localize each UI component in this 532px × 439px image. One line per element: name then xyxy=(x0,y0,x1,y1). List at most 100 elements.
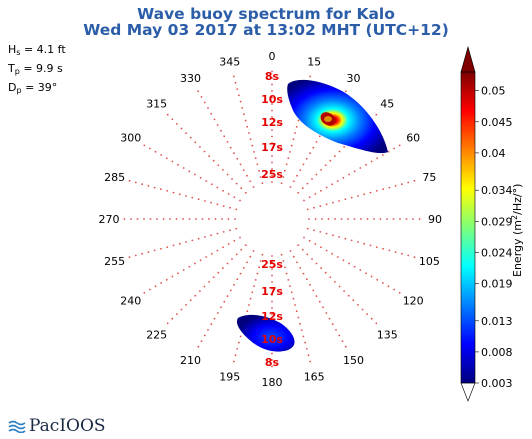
direction-line-dot xyxy=(233,283,235,286)
direction-line-dot xyxy=(376,157,379,160)
direction-line-dot xyxy=(315,173,318,176)
direction-line-dot xyxy=(338,334,341,337)
direction-line-dot xyxy=(296,261,298,264)
direction-line-dot xyxy=(382,154,384,156)
direction-line-dot xyxy=(234,81,237,84)
direction-line-dot xyxy=(271,365,273,368)
chart-title-line1: Wave buoy spectrum for Kalo xyxy=(137,5,395,23)
direction-line-dot xyxy=(240,187,243,190)
direction-line-dot xyxy=(387,285,390,288)
direction-line-dot xyxy=(207,107,209,109)
direction-line-dot xyxy=(287,157,290,160)
direction-line-dot xyxy=(194,262,196,265)
colorbar-frame xyxy=(460,71,476,384)
direction-line-dot xyxy=(229,146,232,149)
period-label-8s-south: 8s xyxy=(265,356,280,369)
direction-line-dot xyxy=(379,218,382,220)
direction-line-dot xyxy=(271,122,273,125)
direction-line-dot xyxy=(208,281,211,283)
direction-line-dot xyxy=(312,146,315,149)
direction-line-dot xyxy=(169,218,171,220)
direction-line-dot xyxy=(162,218,165,220)
direction-line-dot xyxy=(200,96,203,98)
direction-line-dot xyxy=(401,252,403,255)
direction-line-dot xyxy=(290,291,293,294)
direction-line-dot xyxy=(329,159,332,162)
direction-line-dot xyxy=(259,176,262,178)
colorbar-tick-label: 0.019 xyxy=(481,278,513,291)
direction-line-dot xyxy=(154,150,157,153)
direction-line-dot xyxy=(242,169,245,172)
direction-line-dot xyxy=(239,236,241,239)
direction-line-dot xyxy=(289,250,292,252)
direction-line-dot xyxy=(160,282,163,284)
direction-line-dot xyxy=(282,260,285,262)
colorbar-tick-label: 0.024 xyxy=(481,246,513,259)
direction-line-dot xyxy=(271,90,273,92)
direction-line-dot xyxy=(375,113,378,116)
direction-line-dot xyxy=(271,287,273,290)
direction-line-dot xyxy=(216,186,219,189)
direction-line-dot xyxy=(297,244,300,247)
direction-line-dot xyxy=(136,218,139,220)
direction-label-105: 105 xyxy=(419,255,440,268)
direction-line-dot xyxy=(382,188,384,191)
direction-line-dot xyxy=(348,262,350,265)
direction-line-dot xyxy=(197,345,200,348)
direction-line-dot xyxy=(338,200,340,202)
colorbar-bottom-arrow xyxy=(460,382,476,402)
direction-line-dot xyxy=(300,329,303,331)
direction-line-dot xyxy=(217,271,220,274)
direction-line-dot xyxy=(314,218,317,220)
direction-line-dot xyxy=(285,272,288,275)
direction-line-dot xyxy=(226,141,229,143)
direction-line-dot xyxy=(197,237,200,240)
direction-line-dot xyxy=(306,182,309,185)
direction-line-dot xyxy=(315,295,318,297)
dp-symbol: D xyxy=(8,81,17,94)
direction-line-dot xyxy=(235,227,238,230)
direction-line-dot xyxy=(386,218,388,220)
direction-line-dot xyxy=(306,253,309,256)
direction-line-dot xyxy=(216,124,219,126)
direction-line-dot xyxy=(235,182,238,185)
direction-line-dot xyxy=(350,196,353,199)
direction-line-dot xyxy=(216,203,219,206)
direction-label-255: 255 xyxy=(104,255,125,268)
direction-line-dot xyxy=(200,340,203,342)
direction-label-45: 45 xyxy=(380,98,394,111)
direction-line-dot xyxy=(231,178,233,180)
direction-line-dot xyxy=(244,191,247,194)
direction-line-dot xyxy=(234,218,236,220)
direction-line-dot xyxy=(221,218,223,220)
direction-line-dot xyxy=(305,278,308,281)
direction-line-dot xyxy=(172,191,175,194)
direction-line-dot xyxy=(223,300,226,303)
direction-line-dot xyxy=(229,206,231,209)
direction-line-dot xyxy=(229,229,231,232)
direction-line-dot xyxy=(188,218,191,220)
direction-line-dot xyxy=(327,218,330,220)
direction-line-dot xyxy=(319,231,322,233)
direction-line-dot xyxy=(239,199,241,202)
direction-line-dot xyxy=(289,186,292,188)
direction-line-dot xyxy=(325,312,328,314)
direction-label-75: 75 xyxy=(422,171,436,184)
direction-label-30: 30 xyxy=(347,72,361,85)
direction-line-dot xyxy=(180,127,183,130)
direction-line-dot xyxy=(325,232,328,235)
direction-line-dot xyxy=(313,229,315,232)
direction-line-dot xyxy=(251,144,254,147)
direction-line-dot xyxy=(234,354,237,357)
direction-line-dot xyxy=(176,313,178,315)
direction-line-dot xyxy=(210,201,213,204)
colorbar-tick-label: 0.008 xyxy=(481,346,513,359)
hs-value: = 4.1 ft xyxy=(23,43,66,56)
direction-line-dot xyxy=(320,189,322,192)
direction-line-dot xyxy=(294,132,296,134)
direction-line-dot xyxy=(292,180,295,183)
direction-line-dot xyxy=(302,163,305,166)
direction-line-dot xyxy=(197,90,200,93)
direction-line-dot xyxy=(201,218,204,220)
direction-line-dot xyxy=(244,244,247,247)
